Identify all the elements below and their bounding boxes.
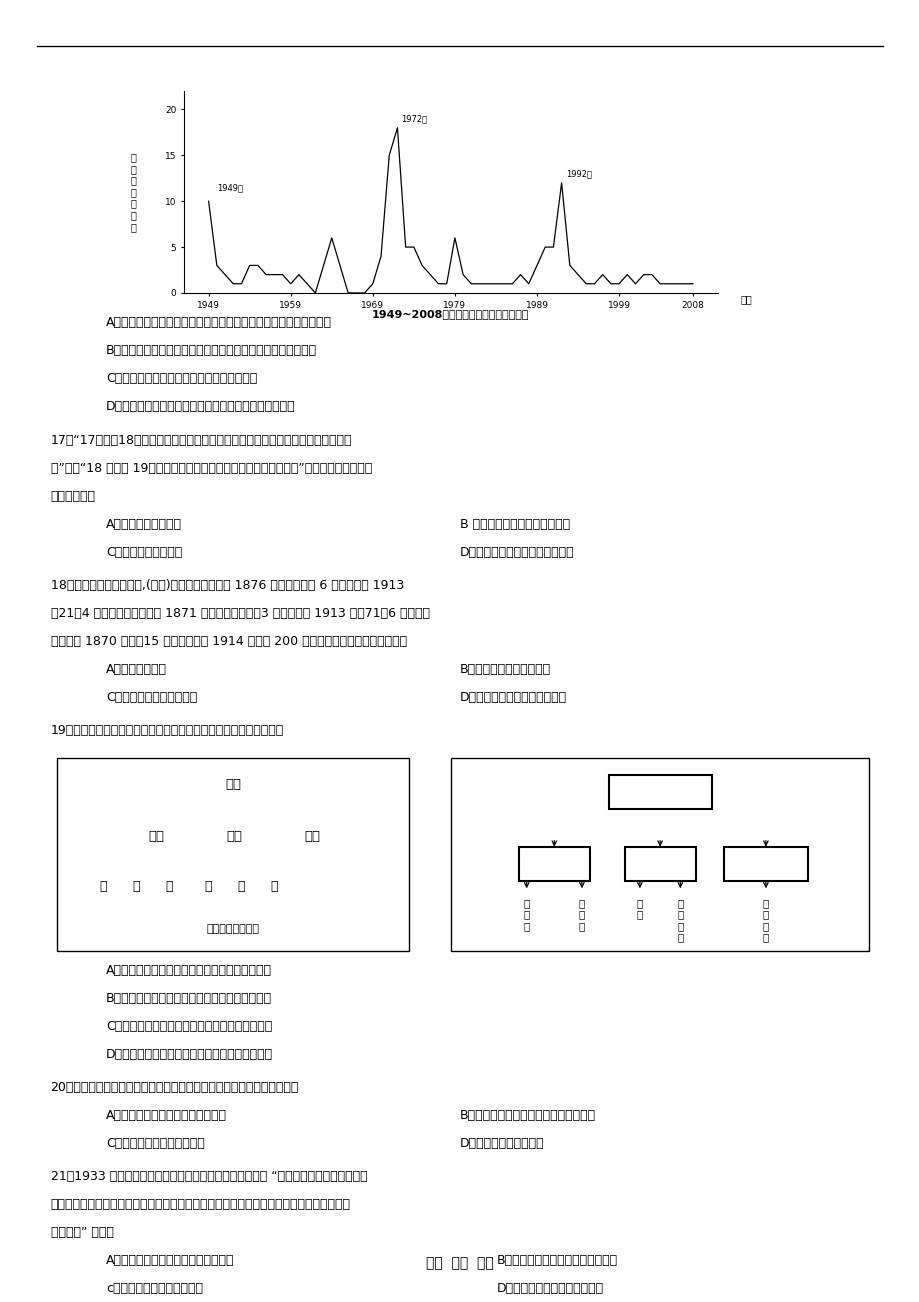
Text: A．欧洲国家实力上升: A．欧洲国家实力上升 [106,517,182,530]
Text: 门下: 门下 [304,829,321,842]
Text: 尚书: 尚书 [226,829,243,842]
Text: 20．与西方新航路的开辟相比，郑和下西洋更值得当今世界借鉴之处是：: 20．与西方新航路的开辟相比，郑和下西洋更值得当今世界借鉴之处是： [51,1081,299,1094]
Text: 参
议
院: 参 议 院 [523,897,529,931]
Text: B．肯定罗斯福新政挤救了美国经济: B．肯定罗斯福新政挤救了美国经济 [496,1254,618,1267]
Text: D．中国政府的对外政策发生变化: D．中国政府的对外政策发生变化 [460,546,574,559]
Text: C．相同的是都体现了集权，不同的是权力的分配: C．相同的是都体现了集权，不同的是权力的分配 [106,1019,272,1032]
Text: 中书: 中书 [148,829,165,842]
Text: 年份: 年份 [740,294,752,305]
Text: 1972年: 1972年 [401,115,427,124]
FancyBboxPatch shape [518,846,589,880]
Text: 最
高
法
院: 最 高 法 院 [762,897,768,943]
Text: 礼: 礼 [165,879,173,892]
Text: 1949年: 1949年 [217,184,243,191]
Text: A．德意志的统一: A．德意志的统一 [106,663,166,676]
Text: B．苏联和东欧部分国家解体，两极格局终结，一批新国家建立: B．苏联和东欧部分国家解体，两极格局终结，一批新国家建立 [106,344,316,357]
Text: 联邦法院: 联邦法院 [751,853,779,866]
Text: B．加强世界的联系，促进自身经济发展: B．加强世界的联系，促进自身经济发展 [460,1109,596,1122]
Text: 国  会: 国 会 [543,853,564,866]
FancyBboxPatch shape [723,846,807,880]
Text: C．中国国际地位下降: C．中国国际地位下降 [106,546,182,559]
Text: 工: 工 [270,879,278,892]
FancyBboxPatch shape [57,758,409,950]
Text: D．和平交往，平等贸易: D．和平交往，平等贸易 [460,1137,544,1150]
Text: 刑: 刑 [237,879,244,892]
Text: 众
议
院: 众 议 院 [578,897,584,931]
Text: 21．1933 年底，一位国会议员在纪念林肯诞辰的演说中谢 “我已经看到一位独裁者正在: 21．1933 年底，一位国会议员在纪念林肯诞辰的演说中谢 “我已经看到一位独裁… [51,1170,367,1184]
Text: 其
他
机
构: 其 他 机 构 [676,897,683,943]
Text: 17．“17世纪和18世纪初，西方人了解中国的历史、艺术、哲学和政治后，完全入迷: 17．“17世纪和18世纪初，西方人了解中国的历史、艺术、哲学和政治后，完全入迷 [51,434,352,447]
Text: A．宣扬国威，扩大本国的国际影响: A．宣扬国威，扩大本国的国际影响 [106,1109,227,1122]
Text: D．改革开放后中国经济发展迅速，国际影响力不断增强: D．改革开放后中国经济发展迅速，国际影响力不断增强 [106,400,295,413]
Text: 1949~2008年中国与外国建交状况曲线图: 1949~2008年中国与外国建交状况曲线图 [371,309,529,319]
FancyBboxPatch shape [450,758,868,950]
Text: 内
阁: 内 阁 [636,897,642,919]
Text: A．相同的是都属于民主政体，不同的是首脑称号: A．相同的是都属于民主政体，不同的是首脑称号 [106,963,271,976]
Text: 蓄存款从 1870 年的執15 亿马克增加到 1914 年的约 200 亿马克．这一变化的主要原因是: 蓄存款从 1870 年的執15 亿马克增加到 1914 年的约 200 亿马克．… [51,634,406,647]
Text: B．相同的是都体现了分权，不同的是主权的归属: B．相同的是都体现了分权，不同的是主权的归属 [106,992,272,1005]
Text: 户: 户 [132,879,140,892]
Text: D．相同的是都体现了制衡，不同的是元首的权力: D．相同的是都体现了制衡，不同的是元首的权力 [106,1048,273,1061]
Text: A．中国奉行独立自主、不结盟的外交政策，发展同各国的友好关系: A．中国奉行独立自主、不结盟的外交政策，发展同各国的友好关系 [106,316,332,329]
FancyBboxPatch shape [624,846,695,880]
Text: D．德国发动战争掠夺大量资源: D．德国发动战争掠夺大量资源 [460,690,566,703]
Text: B 启蒙运动和工业革命先后开展: B 启蒙运动和工业革命先后开展 [460,517,570,530]
Text: C．中国加入世贸组织，成功与世界经济接轨: C．中国加入世贸组织，成功与世界经济接轨 [106,372,256,385]
Text: 要原因不包括: 要原因不包括 [51,490,96,503]
Text: 吹: 吹 [99,879,107,892]
Text: c．绪念林肯做出的伟大贡献: c．绪念林肯做出的伟大贡献 [106,1282,202,1295]
FancyBboxPatch shape [608,775,711,809]
Text: 三省六部制示意图: 三省六部制示意图 [207,924,259,934]
Text: 了”，在“18 世纪末 19世纪初，欧洲人则对中国的自然资源更感兴趣”。发生这一变化的主: 了”，在“18 世纪末 19世纪初，欧洲人则对中国的自然资源更感兴趣”。发生这一… [51,461,371,474]
Text: 兵: 兵 [204,879,211,892]
Text: 18．从一项统计数字来看,(德国)全国食糖消费量从 1876 年的平均每人 6 公斤增加到 1913: 18．从一项统计数字来看,(德国)全国食糖消费量从 1876 年的平均每人 6 … [51,578,403,591]
Text: 皇帝: 皇帝 [225,777,241,790]
Text: 成长，他已使希特勒、墨索里尼十分妈忘，私营企业的独立性已成往事，个人自由不过是记: 成长，他已使希特勒、墨索里尼十分妈忘，私营企业的独立性已成往事，个人自由不过是记 [51,1198,350,1211]
Text: C．德国加强对中国的侵略: C．德国加强对中国的侵略 [106,690,197,703]
Text: 忆而已．” 他是在: 忆而已．” 他是在 [51,1226,113,1240]
Text: D．批评罗斯福扩大了政府权力: D．批评罗斯福扩大了政府权力 [496,1282,603,1295]
Text: A．批判希特勒、墨索里尼的独裁统治: A．批判希特勒、墨索里尼的独裁统治 [106,1254,234,1267]
Text: 联邦政府: 联邦政府 [644,780,675,793]
Text: C．平起平坐，共同主寯世界: C．平起平坐，共同主寯世界 [106,1137,204,1150]
Text: 用心  爱心  专心: 用心 爱心 专心 [425,1256,494,1269]
Text: 19．观察下面反映中西政治体制的图示，对其异同分析最为准确的是: 19．观察下面反映中西政治体制的图示，对其异同分析最为准确的是 [51,724,284,737]
Text: 1992年: 1992年 [565,169,591,178]
Text: 的21．4 公斤，棉花消费量从 1871 年的平均每人不到3 公斤增加到 1913 年的71．6 公斤，储: 的21．4 公斤，棉花消费量从 1871 年的平均每人不到3 公斤增加到 191… [51,607,429,620]
Text: B．普法战争吸收大量赔款: B．普法战争吸收大量赔款 [460,663,550,676]
Text: 新
建
外
交
关
系
数: 新 建 外 交 关 系 数 [130,152,136,232]
Text: 总  统: 总 统 [649,853,670,866]
